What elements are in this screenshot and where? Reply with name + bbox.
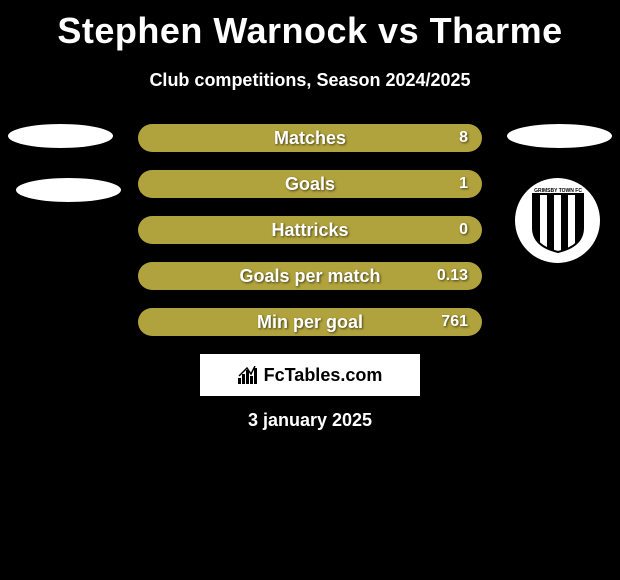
grimsby-town-icon: GRIMSBY TOWN FC bbox=[523, 186, 593, 256]
stat-bar-matches: Matches 8 bbox=[138, 124, 482, 152]
stat-label: Matches bbox=[138, 128, 482, 149]
player2-club-badge: GRIMSBY TOWN FC bbox=[515, 178, 600, 263]
stat-label: Goals bbox=[138, 174, 482, 195]
player1-club-placeholder bbox=[16, 178, 121, 202]
stat-value-right: 761 bbox=[441, 313, 468, 331]
svg-text:GRIMSBY TOWN FC: GRIMSBY TOWN FC bbox=[534, 188, 582, 194]
stat-value-right: 0 bbox=[459, 221, 468, 239]
stat-value-right: 1 bbox=[459, 175, 468, 193]
stat-bar-goals: Goals 1 bbox=[138, 170, 482, 198]
stat-label: Hattricks bbox=[138, 220, 482, 241]
branding-badge: FcTables.com bbox=[200, 354, 420, 396]
player2-avatar-placeholder bbox=[507, 124, 612, 148]
comparison-title: Stephen Warnock vs Tharme bbox=[0, 0, 620, 52]
branding-text: FcTables.com bbox=[264, 365, 383, 386]
fctables-icon bbox=[238, 366, 258, 384]
stats-bars: Matches 8 Goals 1 Hattricks 0 Goals per … bbox=[138, 124, 482, 354]
stat-value-right: 8 bbox=[459, 129, 468, 147]
stat-value-right: 0.13 bbox=[437, 267, 468, 285]
player1-avatar-placeholder bbox=[8, 124, 113, 148]
stat-label: Min per goal bbox=[138, 312, 482, 333]
stat-bar-hattricks: Hattricks 0 bbox=[138, 216, 482, 244]
snapshot-date: 3 january 2025 bbox=[0, 410, 620, 431]
stat-bar-goals-per-match: Goals per match 0.13 bbox=[138, 262, 482, 290]
comparison-subtitle: Club competitions, Season 2024/2025 bbox=[0, 70, 620, 91]
stat-bar-min-per-goal: Min per goal 761 bbox=[138, 308, 482, 336]
stat-label: Goals per match bbox=[138, 266, 482, 287]
